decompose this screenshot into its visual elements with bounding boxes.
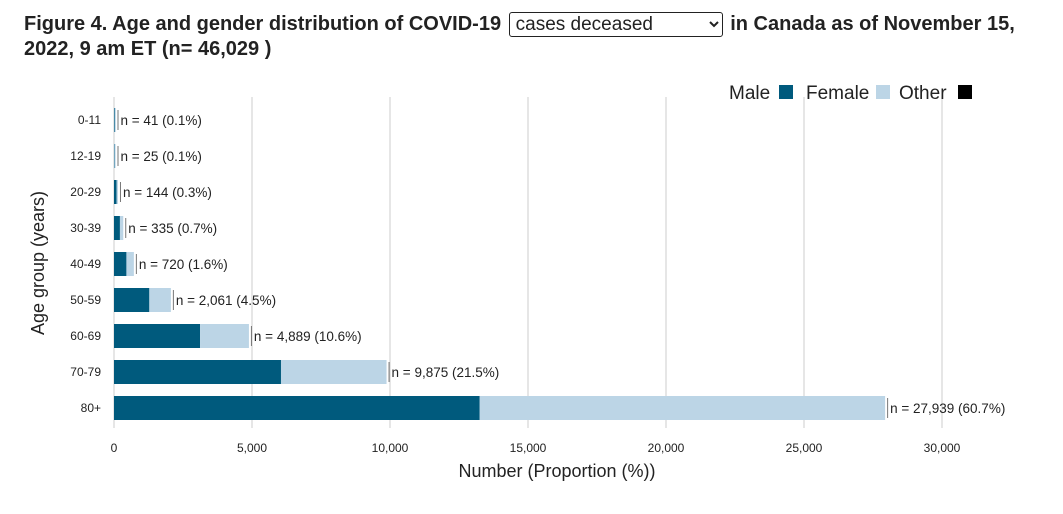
category-label: 70-79 <box>70 365 101 379</box>
bar-segment-female[interactable] <box>114 144 116 168</box>
x-tick-label: 15,000 <box>510 441 547 455</box>
x-tick-label: 25,000 <box>786 441 823 455</box>
bar-segment-female[interactable] <box>116 180 118 204</box>
title-suffix: in Canada as of November 15, 2022, 9 am … <box>24 13 1015 60</box>
bar-segment-male[interactable] <box>114 396 480 420</box>
x-tick-label: 10,000 <box>372 441 409 455</box>
bar-segment-male[interactable] <box>114 288 150 312</box>
bar-segment-male[interactable] <box>114 216 120 240</box>
bar-value-label: n = 25 (0.1%) <box>121 149 202 164</box>
bar-value-label: n = 41 (0.1%) <box>121 113 202 128</box>
bar-segment-male[interactable] <box>114 252 127 276</box>
category-label: 60-69 <box>70 329 101 343</box>
legend-label-other: Other <box>899 83 947 104</box>
bar-value-label: n = 27,939 (60.7%) <box>890 401 1005 416</box>
legend-label-female: Female <box>806 83 869 104</box>
category-label: 0-11 <box>78 113 101 127</box>
legend: Male Female Other <box>729 83 972 104</box>
bar-segment-male[interactable] <box>114 360 281 384</box>
x-axis-title: Number (Proportion (%)) <box>458 461 655 481</box>
category-labels: 0-11 12-19 20-29 30-39 40-49 50-59 60-69 70-79 8… <box>70 113 101 415</box>
bar-value-label: n = 335 (0.7%) <box>128 221 217 236</box>
category-label: 12-19 <box>70 149 101 163</box>
bar-segment-female[interactable] <box>126 252 134 276</box>
legend-swatch-male <box>779 85 793 99</box>
category-label: 20-29 <box>70 185 101 199</box>
title-prefix: Figure 4. Age and gender distribution of… <box>24 13 502 35</box>
bars: n = 41 (0.1%) n = 25 (0.1%) n = 144 (0.3%)… <box>114 108 1005 420</box>
bar-value-label: n = 4,889 (10.6%) <box>254 329 362 344</box>
x-tick-labels: 0 5,000 10,000 15,000 20,000 25,000 30,000 <box>111 441 961 455</box>
x-tick-label: 20,000 <box>648 441 685 455</box>
bar-value-label: n = 144 (0.3%) <box>123 185 212 200</box>
bar-value-label: n = 9,875 (21.5%) <box>392 365 500 380</box>
legend-swatch-female <box>876 85 890 99</box>
category-label: 40-49 <box>70 257 101 271</box>
legend-label-male: Male <box>729 83 770 104</box>
bar-segment-male[interactable] <box>114 180 117 204</box>
x-tick-label: 30,000 <box>924 441 961 455</box>
outcome-select[interactable]: cases deceased <box>508 12 723 37</box>
legend-swatch-other <box>958 85 972 99</box>
bar-segment-female[interactable] <box>280 360 387 384</box>
bar-segment-male[interactable] <box>114 108 116 132</box>
bar-segment-female[interactable] <box>200 324 249 348</box>
category-label: 50-59 <box>70 293 101 307</box>
bar-segment-male[interactable] <box>114 324 201 348</box>
x-tick-label: 5,000 <box>237 441 267 455</box>
bar-value-label: n = 2,061 (4.5%) <box>176 293 276 308</box>
bar-segment-female[interactable] <box>149 288 171 312</box>
category-label: 30-39 <box>70 221 101 235</box>
bar-segment-female[interactable] <box>119 216 124 240</box>
bar-segment-female[interactable] <box>114 108 116 132</box>
y-axis-title: Age group (years) <box>28 191 48 335</box>
bar-segment-female[interactable] <box>479 396 886 420</box>
x-tick-label: 0 <box>111 441 118 455</box>
category-label: 80+ <box>81 401 101 415</box>
bar-value-label: n = 720 (1.6%) <box>139 257 228 272</box>
figure-title: Figure 4. Age and gender distribution of… <box>24 12 1044 61</box>
